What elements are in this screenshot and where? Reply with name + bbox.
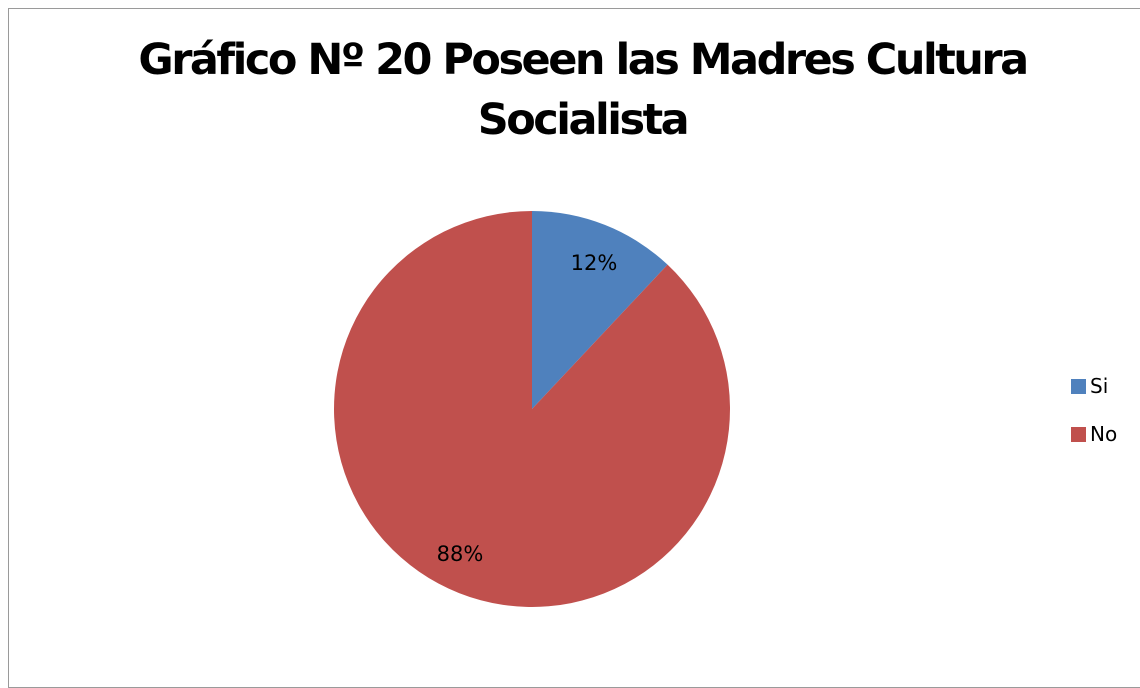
legend-label-si: Si bbox=[1090, 374, 1109, 398]
legend-swatch-si bbox=[1071, 378, 1086, 394]
legend-label-no: No bbox=[1090, 422, 1118, 446]
chart-title-line-1: Gráfico Nº 20 Poseen las Madres Cultura bbox=[138, 35, 1029, 85]
data-label-no: 88% bbox=[437, 542, 484, 566]
chart-title: Gráfico Nº 20 Poseen las Madres Cultura … bbox=[0, 30, 1140, 150]
pie-slices bbox=[334, 211, 731, 608]
legend: Si No bbox=[1071, 372, 1117, 468]
legend-swatch-no bbox=[1071, 426, 1086, 442]
pie-slice-no bbox=[334, 211, 731, 608]
pie-chart: 12% 88% bbox=[334, 211, 731, 608]
pie-data-labels: 12% 88% bbox=[437, 251, 618, 566]
legend-item-si: Si bbox=[1071, 372, 1117, 400]
data-label-si: 12% bbox=[571, 251, 618, 275]
pie-slice-si bbox=[532, 211, 668, 409]
legend-item-no: No bbox=[1071, 420, 1117, 448]
chart-title-line-2: Socialista bbox=[477, 95, 690, 145]
